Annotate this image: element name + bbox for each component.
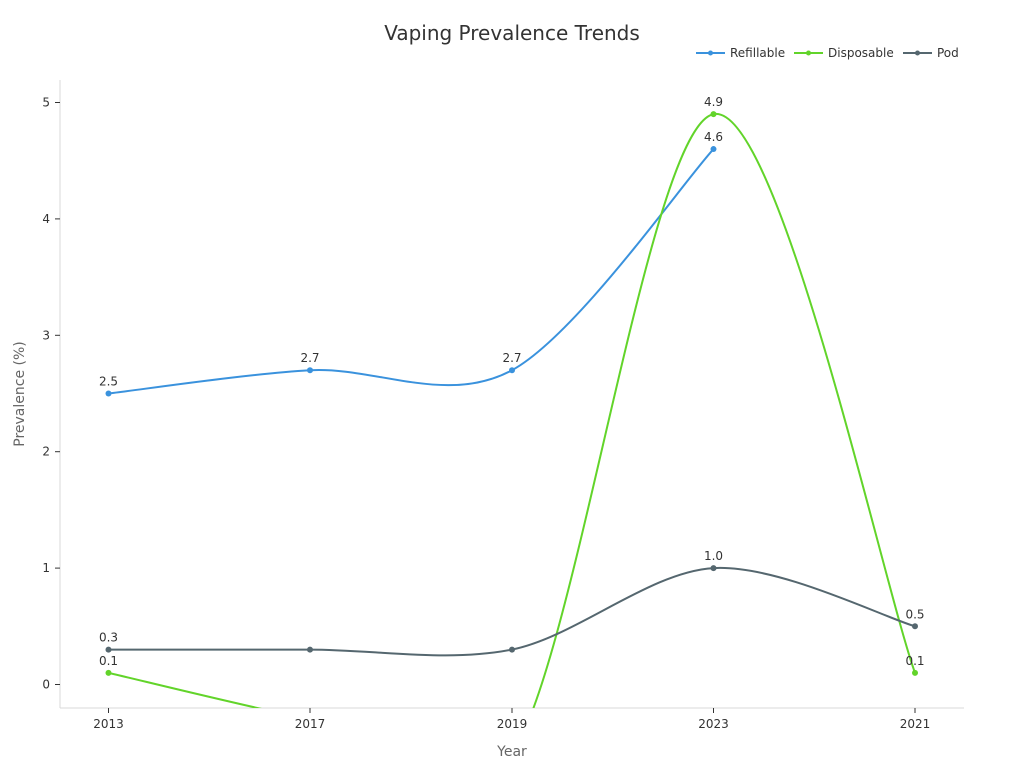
legend-item-disposable[interactable]: Disposable <box>794 46 894 60</box>
y-tick-label: 1 <box>42 561 50 575</box>
x-tick-label: 2021 <box>900 717 931 731</box>
y-tick-label: 3 <box>42 328 50 342</box>
data-point-disposable <box>710 111 717 118</box>
data-point-pod <box>105 646 112 653</box>
data-label-disposable: 4.9 <box>704 95 723 109</box>
data-point-refillable <box>710 146 717 153</box>
legend-item-pod[interactable]: Pod <box>903 46 959 60</box>
x-tick-label: 2017 <box>295 717 326 731</box>
legend-item-refillable[interactable]: Refillable <box>696 46 785 60</box>
data-label-pod: 0.5 <box>905 607 924 621</box>
data-point-pod <box>710 565 717 572</box>
chart-title: Vaping Prevalence Trends <box>384 21 640 45</box>
legend-label: Pod <box>937 46 959 60</box>
data-label-disposable: 0.1 <box>99 654 118 668</box>
data-labels: 2.5 2.7 2.7 4.6 0.1 4.9 0.1 0.3 1.0 0.5 <box>99 95 925 668</box>
x-tick-label: 2013 <box>93 717 124 731</box>
data-label-refillable: 2.7 <box>502 351 521 365</box>
data-label-refillable: 2.7 <box>300 351 319 365</box>
data-point-pod <box>307 646 313 653</box>
data-label-disposable: 0.1 <box>905 654 924 668</box>
x-ticks: 2013 2017 2019 2023 2021 <box>93 708 930 731</box>
y-tick-label: 4 <box>42 212 50 226</box>
data-label-refillable: 4.6 <box>704 130 723 144</box>
y-axis-title: Prevalence (%) <box>12 341 28 447</box>
legend-swatch-marker <box>915 50 920 56</box>
series-points <box>105 111 918 676</box>
data-point-refillable <box>105 390 112 397</box>
legend-swatch-marker <box>806 50 811 56</box>
data-point-refillable <box>307 367 313 374</box>
axes <box>59 80 964 709</box>
series-lines <box>108 113 916 708</box>
legend-swatch-marker <box>708 50 713 56</box>
data-point-refillable <box>509 367 515 374</box>
data-label-pod: 1.0 <box>704 549 723 563</box>
y-tick-label: 2 <box>42 445 50 459</box>
x-tick-label: 2023 <box>698 717 729 731</box>
series-line-refillable <box>108 148 715 395</box>
legend-label: Disposable <box>828 46 894 60</box>
y-tick-label: 5 <box>42 96 50 110</box>
x-axis-title: Year <box>496 744 527 760</box>
data-point-pod <box>912 623 918 630</box>
series-line-disposable <box>108 113 916 708</box>
data-label-refillable: 2.5 <box>99 375 118 389</box>
series-line-pod <box>108 567 916 657</box>
data-point-disposable <box>912 669 918 676</box>
y-tick-label: 0 <box>42 678 50 692</box>
data-point-disposable <box>105 669 112 676</box>
y-ticks: 0 1 2 3 4 5 <box>42 96 60 692</box>
data-point-pod <box>509 646 515 653</box>
x-tick-label: 2019 <box>497 717 528 731</box>
data-label-pod: 0.3 <box>99 631 118 645</box>
legend: Refillable Disposable Pod <box>696 46 959 60</box>
legend-label: Refillable <box>730 46 785 60</box>
